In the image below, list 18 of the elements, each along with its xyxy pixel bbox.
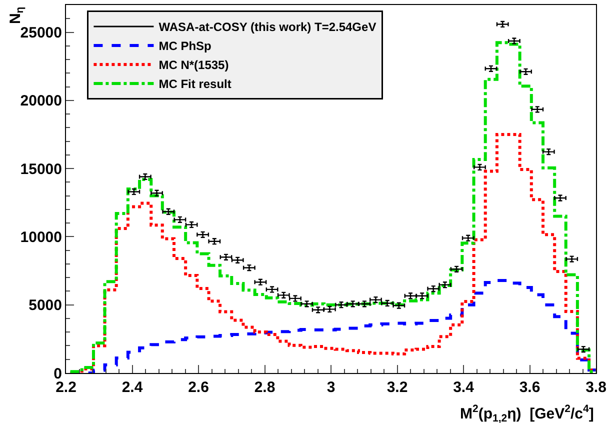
text: M$^{2}$(p$_{1,2}$η) [GeV$^{2}$/c$^{4}$] [460, 403, 594, 423]
legend-label: MC Fit result [158, 77, 232, 92]
x-tick-label: 2.6 [188, 379, 209, 396]
legend-label: MC N*(1535) [158, 58, 229, 72]
legend-label: MC PhSp [158, 39, 212, 54]
y-tick-label: 25000 [20, 24, 62, 42]
x-tick-label: 3.6 [519, 379, 540, 396]
legend-label: WASA-at-COSY (this work) T=2.54GeV [158, 20, 376, 34]
y-tick-label: 15000 [20, 160, 62, 178]
y-tick-label: 5000 [28, 297, 62, 314]
x-tick-label: 3.4 [453, 379, 475, 396]
y-tick-label: 10000 [20, 228, 62, 246]
x-tick-label: 3.2 [386, 379, 408, 396]
x-tick-label: 3.8 [586, 379, 606, 396]
y-tick-label: 20000 [20, 92, 62, 110]
x-tick-label: 2.4 [122, 379, 144, 396]
x-tick-label: 2.8 [254, 379, 276, 396]
x-tick-label: 3 [326, 379, 336, 396]
